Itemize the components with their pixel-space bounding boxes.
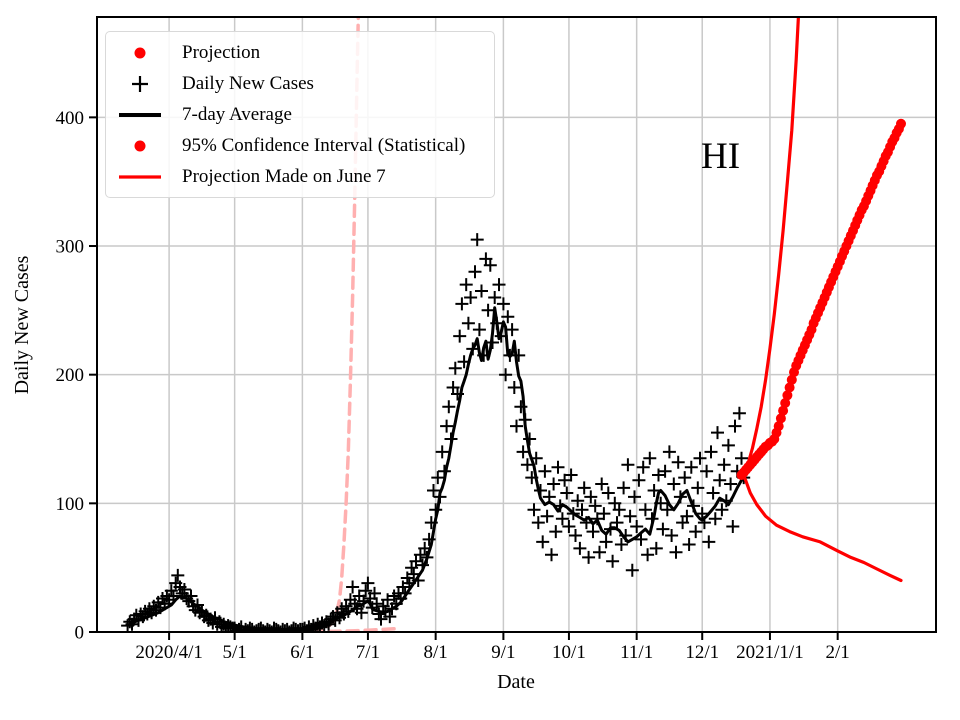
legend-label: 7-day Average: [182, 103, 292, 125]
x-tick-label: 7/1: [356, 642, 380, 663]
legend-item: 95% Confidence Interval (Statistical): [114, 131, 484, 160]
projection-dot: [784, 382, 795, 393]
legend-item: Projection Made on June 7: [114, 162, 484, 191]
series-seven-day-average: [130, 306, 746, 631]
annotation-hi: HI: [701, 136, 740, 177]
x-tick-label: 9/1: [491, 642, 515, 663]
y-tick-label: 400: [56, 108, 85, 129]
y-axis-label: Daily New Cases: [11, 255, 33, 394]
projection-dot: [780, 398, 791, 408]
chart-series: [121, 17, 906, 632]
projection-dot: [773, 421, 784, 432]
axis-ticks: 2020/4/1 5/1 6/1 7/1 8/1 9/1 10/1 11/1 12/1 2021/…: [56, 108, 850, 663]
red-line-icon: [114, 167, 166, 187]
x-tick-label: 2020/4/1: [135, 642, 203, 663]
x-tick-label: 12/1: [685, 642, 719, 663]
projection-dot: [778, 405, 789, 416]
x-tick-label: 5/1: [223, 642, 247, 663]
legend: Projection Daily New Cases 7-day Average 95…: [105, 31, 495, 198]
black-plus-icon: [114, 74, 166, 94]
projection-dot: [782, 390, 793, 401]
legend-label: Projection Made on June 7: [182, 165, 386, 187]
projection-dot: [896, 118, 906, 129]
series-june7-projection-upper: [309, 17, 361, 632]
legend-label: Daily New Cases: [182, 72, 314, 94]
y-tick-label: 200: [56, 365, 85, 386]
x-tick-label: 2021/1/1: [736, 642, 804, 663]
legend-label: 95% Confidence Interval (Statistical): [182, 134, 466, 156]
black-line-icon: [114, 105, 166, 125]
x-tick-label: 11/1: [620, 642, 653, 663]
x-tick-label: 8/1: [424, 642, 448, 663]
y-tick-label: 0: [75, 623, 85, 644]
projection-dot: [786, 374, 797, 385]
plot-border: [96, 16, 937, 633]
series-ci-upper: [742, 17, 801, 477]
projection-dot: [775, 413, 786, 424]
legend-item: 7-day Average: [114, 100, 484, 129]
x-tick-label: 2/1: [826, 642, 850, 663]
legend-item: Daily New Cases: [114, 69, 484, 98]
y-tick-label: 100: [56, 494, 85, 515]
red-dot-icon: [114, 43, 166, 63]
legend-item: Projection: [114, 38, 484, 67]
x-tick-label: 10/1: [552, 642, 586, 663]
x-axis-label: Date: [497, 671, 535, 693]
series-ci-lower: [742, 473, 903, 583]
y-tick-label: 300: [56, 237, 85, 258]
legend-label: Projection: [182, 41, 261, 63]
red-dot-icon: [114, 136, 166, 156]
x-tick-label: 6/1: [290, 642, 314, 663]
series-projection: [736, 118, 906, 480]
